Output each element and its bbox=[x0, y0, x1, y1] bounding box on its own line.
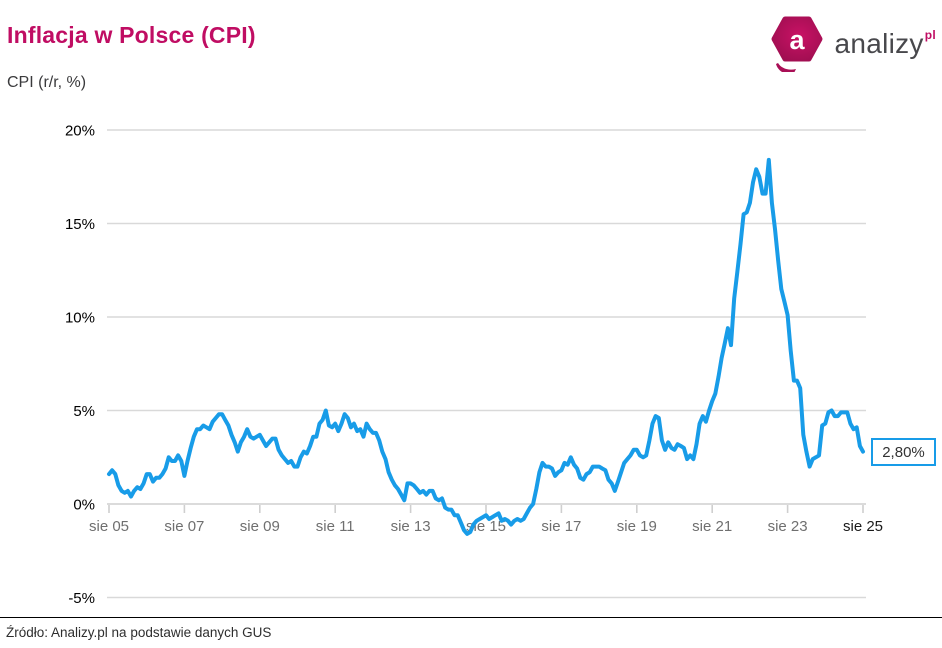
x-tick-label: sie 05 bbox=[89, 518, 129, 535]
analizy-logo: a analizypl bbox=[771, 16, 936, 72]
y-tick-label: 10% bbox=[65, 310, 95, 327]
page-title: Inflacja w Polsce (CPI) bbox=[7, 22, 256, 48]
badge-swoosh bbox=[776, 63, 797, 72]
y-tick-label: 5% bbox=[73, 403, 95, 420]
y-tick-label: 20% bbox=[65, 123, 95, 140]
y-tick-label: 0% bbox=[73, 497, 95, 514]
cpi-series-line bbox=[107, 157, 865, 536]
last-value-label: 2,80% bbox=[871, 438, 936, 466]
x-tick-label: sie 17 bbox=[541, 518, 581, 535]
chart-ylabel: CPI (r/r, %) bbox=[7, 74, 87, 91]
logo-wordmark: analizypl bbox=[834, 28, 936, 59]
logo-tld: pl bbox=[924, 28, 936, 42]
analizy-badge-icon: a bbox=[771, 16, 823, 72]
y-tick-label: -5% bbox=[68, 590, 95, 607]
x-tick-label: sie 07 bbox=[164, 518, 204, 535]
x-tick-label: sie 13 bbox=[391, 518, 431, 535]
y-tick-label: 15% bbox=[65, 216, 95, 233]
badge-letter: a bbox=[790, 25, 806, 55]
source-note: Źródło: Analizy.pl na podstawie danych G… bbox=[0, 617, 942, 640]
x-tick-label: sie 11 bbox=[316, 518, 355, 535]
x-tick-label: sie 21 bbox=[692, 518, 732, 535]
x-tick-label: sie 19 bbox=[617, 518, 657, 535]
x-tick-label: sie 09 bbox=[240, 518, 280, 535]
x-tick-label: sie 25 bbox=[843, 518, 883, 535]
x-tick-label: sie 23 bbox=[768, 518, 808, 535]
